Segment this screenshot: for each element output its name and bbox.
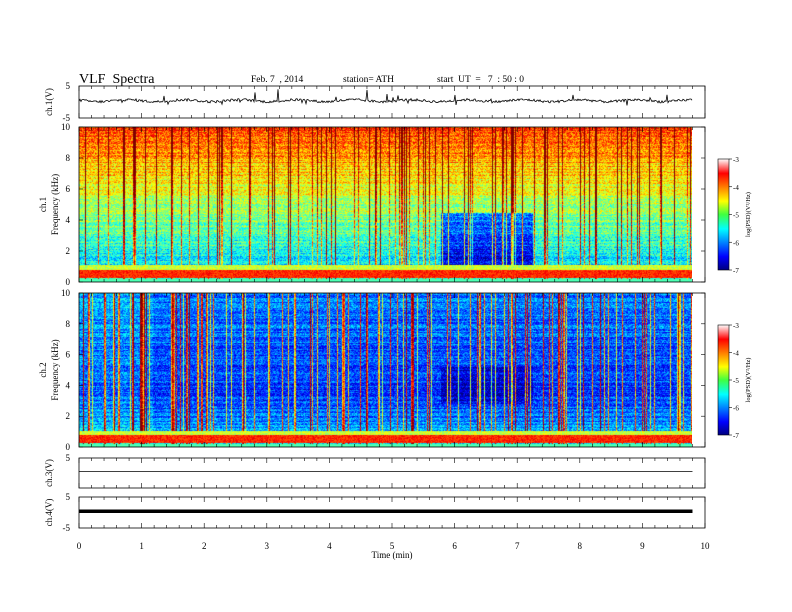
x-tick-label: 2	[202, 541, 207, 551]
colorbar-tick-label: -3	[733, 156, 739, 164]
x-tick-label: 10	[701, 541, 711, 551]
y-tick-label: 2	[66, 246, 71, 256]
x-axis-label: Time (min)	[372, 550, 413, 560]
ch3-waveform-ylabel: ch.3(V)	[44, 459, 54, 487]
y-tick-label: 5	[66, 492, 71, 502]
start-time-label: start UT = 7 : 50 : 0	[437, 75, 524, 85]
colorbar-tick-label: -5	[733, 212, 739, 220]
x-tick-label: 9	[640, 541, 645, 551]
y-tick-label: -5	[63, 113, 71, 123]
axes-layer	[78, 85, 732, 529]
date-label: Feb. 7 , 2014	[251, 75, 304, 85]
y-tick-label: 0	[66, 277, 71, 287]
spectrogram-layer	[79, 127, 692, 447]
y-tick-label: 6	[66, 184, 71, 194]
colorbar-tick-label: -7	[733, 267, 739, 275]
colorbar-tick-label: -4	[733, 184, 739, 192]
y-tick-label: 5	[66, 453, 71, 463]
colorbar-tick-label: -4	[733, 350, 739, 358]
colorbar-tick-label: -6	[733, 239, 739, 247]
y-tick-label: 4	[66, 215, 71, 225]
colorbar-label: log(PSD)(V²/Hz)	[745, 358, 752, 403]
station-label: station= ATH	[343, 75, 395, 85]
colorbar-tick-label: -6	[733, 405, 739, 413]
x-tick-label: 5	[390, 541, 395, 551]
spectrogram-channel-label: ch.2	[38, 362, 48, 377]
y-tick-label: 8	[66, 153, 71, 163]
ch1-waveform-line	[78, 89, 693, 106]
x-tick-label: 4	[327, 541, 332, 551]
ch1-spectrogram-image	[79, 127, 692, 282]
y-tick-label: 10	[61, 122, 71, 132]
colorbar-tick-label: -5	[733, 377, 739, 385]
spectrogram-ylabel: Frequency (kHz)	[50, 339, 60, 400]
y-tick-label: 2	[66, 411, 71, 421]
colorbar	[717, 324, 730, 436]
y-tick-label: 8	[66, 319, 71, 329]
ch2-spectrogram-image	[79, 293, 692, 447]
y-tick-label: 5	[66, 81, 71, 91]
x-tick-label: 7	[515, 541, 520, 551]
x-tick-label: 1	[139, 541, 144, 551]
y-tick-label: 0	[66, 442, 71, 452]
x-tick-label: 6	[452, 541, 457, 551]
colorbar	[717, 158, 730, 271]
y-tick-label: 6	[66, 350, 71, 360]
waveform-layer	[78, 89, 693, 514]
chart-title: VLF Spectra	[79, 72, 155, 87]
colorbar-tick-label: -3	[733, 322, 739, 330]
x-tick-label: 3	[265, 541, 270, 551]
x-tick-label: 0	[77, 541, 82, 551]
colorbar-label: log(PSD)(V²/Hz)	[745, 192, 752, 237]
y-tick-label: -5	[63, 523, 71, 533]
x-tick-label: 8	[578, 541, 583, 551]
ch4-waveform-ylabel: ch.4(V)	[44, 499, 54, 527]
colorbar-tick-label: -7	[733, 432, 739, 440]
spectrogram-channel-label: ch.1	[38, 197, 48, 212]
ch1-waveform-ylabel: ch.1(V)	[44, 88, 54, 116]
spectrogram-ylabel: Frequency (kHz)	[50, 174, 60, 235]
y-tick-label: 10	[61, 288, 71, 298]
y-tick-label: 4	[66, 380, 71, 390]
